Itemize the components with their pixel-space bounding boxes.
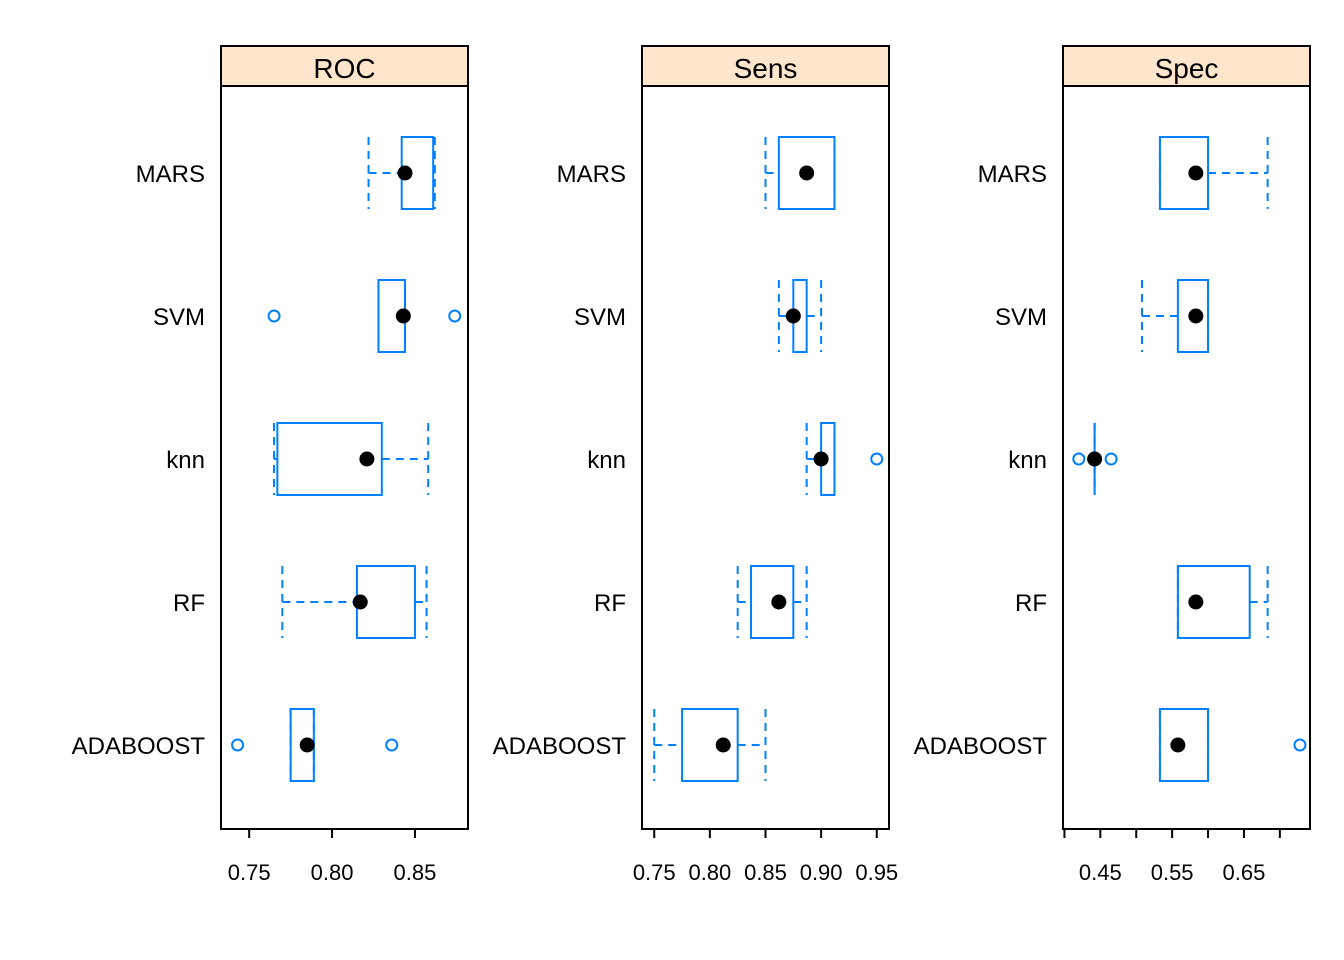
box-sens-adaboost (653, 708, 767, 782)
median-dot-spec-rf (1188, 594, 1204, 610)
box-spec-mars (1158, 136, 1269, 210)
outlier-roc-svm-0 (267, 309, 281, 323)
category-label-knn: knn (1008, 447, 1047, 474)
median-dot-spec-svm (1188, 308, 1204, 324)
median-dot-roc-knn (359, 451, 375, 467)
median-dot-spec-adaboost (1170, 737, 1186, 753)
box-iqr-spec-adaboost (1158, 708, 1210, 782)
box-spec-adaboost (1158, 708, 1307, 782)
category-label-svm: SVM (995, 304, 1047, 331)
median-dot-sens-svm (785, 308, 801, 324)
median-dot-roc-adaboost (299, 737, 315, 753)
category-label-adaboost: ADABOOST (914, 733, 1048, 760)
median-dot-spec-mars (1188, 165, 1204, 181)
median-dot-sens-rf (771, 594, 787, 610)
category-label-svm: SVM (153, 304, 205, 331)
tick-label-spec-5: 0.65 (1223, 860, 1266, 885)
category-label-rf: RF (1015, 590, 1047, 617)
tick-label-sens-1: 0.80 (688, 860, 731, 885)
tick-label-spec-3: 0.55 (1151, 860, 1194, 885)
category-label-mars: MARS (557, 161, 626, 188)
category-label-svm: SVM (574, 304, 626, 331)
box-sens-rf (736, 565, 808, 639)
box-iqr-spec-svm (1176, 279, 1210, 353)
panel-spec: Spec MARS SVM knn RF ADABOOST 0.45 0.55 0.65 (914, 45, 1311, 885)
box-spec-svm (1140, 279, 1210, 353)
box-sens-svm (777, 279, 823, 353)
tick-label-spec-1: 0.45 (1079, 860, 1122, 885)
box-iqr-sens-rf (750, 565, 795, 639)
box-sens-mars (764, 136, 836, 210)
box-roc-svm (267, 279, 462, 353)
panel-sens: Sens MARS SVM knn RF ADABOOST 0.75 0.80 0.85 0.90… (493, 45, 898, 885)
panel-frame-roc (220, 85, 469, 830)
category-label-mars: MARS (136, 161, 205, 188)
tick-label-sens-4: 0.95 (855, 860, 898, 885)
tick-label-roc-0: 0.75 (228, 860, 271, 885)
panel-roc: ROC MARS SVM knn RF ADABOOST 0.75 0.80 0.85 (72, 45, 469, 885)
category-label-adaboost: ADABOOST (72, 733, 206, 760)
outlier-spec-knn-0 (1072, 452, 1086, 466)
box-roc-rf (281, 565, 428, 639)
median-dot-spec-knn (1087, 451, 1103, 467)
tick-label-sens-3: 0.90 (800, 860, 843, 885)
box-iqr-sens-adaboost (681, 708, 739, 782)
median-dot-roc-rf (352, 594, 368, 610)
box-iqr-spec-mars (1158, 136, 1210, 210)
category-label-mars: MARS (978, 161, 1047, 188)
panel-frame-spec (1062, 85, 1311, 830)
category-label-knn: knn (587, 447, 626, 474)
box-spec-knn (1072, 423, 1118, 495)
strip-label-roc: ROC (313, 53, 375, 84)
outlier-roc-adaboost-0 (231, 738, 245, 752)
box-sens-knn (805, 422, 884, 496)
strip-label-sens: Sens (734, 53, 798, 84)
median-dot-roc-mars (397, 165, 413, 181)
median-dot-roc-svm (395, 308, 411, 324)
median-dot-sens-adaboost (715, 737, 731, 753)
category-label-knn: knn (166, 447, 205, 474)
tick-label-sens-0: 0.75 (633, 860, 676, 885)
outlier-spec-adaboost-0 (1293, 738, 1307, 752)
median-dot-sens-mars (799, 165, 815, 181)
outlier-roc-svm-1 (448, 309, 462, 323)
outlier-roc-adaboost-1 (385, 738, 399, 752)
tick-label-sens-2: 0.85 (744, 860, 787, 885)
strip-label-spec: Spec (1155, 53, 1219, 84)
category-label-rf: RF (594, 590, 626, 617)
box-spec-rf (1176, 565, 1269, 639)
tick-label-roc-1: 0.80 (311, 860, 354, 885)
box-roc-adaboost (231, 708, 399, 782)
box-roc-mars (367, 136, 436, 210)
outlier-sens-knn-0 (870, 452, 884, 466)
outlier-spec-knn-1 (1104, 452, 1118, 466)
box-iqr-sens-mars (777, 136, 836, 210)
strip-roc (220, 45, 469, 87)
category-label-rf: RF (173, 590, 205, 617)
tick-label-roc-2: 0.85 (394, 860, 437, 885)
median-dot-sens-knn (813, 451, 829, 467)
box-iqr-spec-rf (1176, 565, 1251, 639)
box-iqr-roc-knn (276, 422, 383, 496)
box-roc-knn (273, 422, 430, 496)
category-label-adaboost: ADABOOST (493, 733, 627, 760)
